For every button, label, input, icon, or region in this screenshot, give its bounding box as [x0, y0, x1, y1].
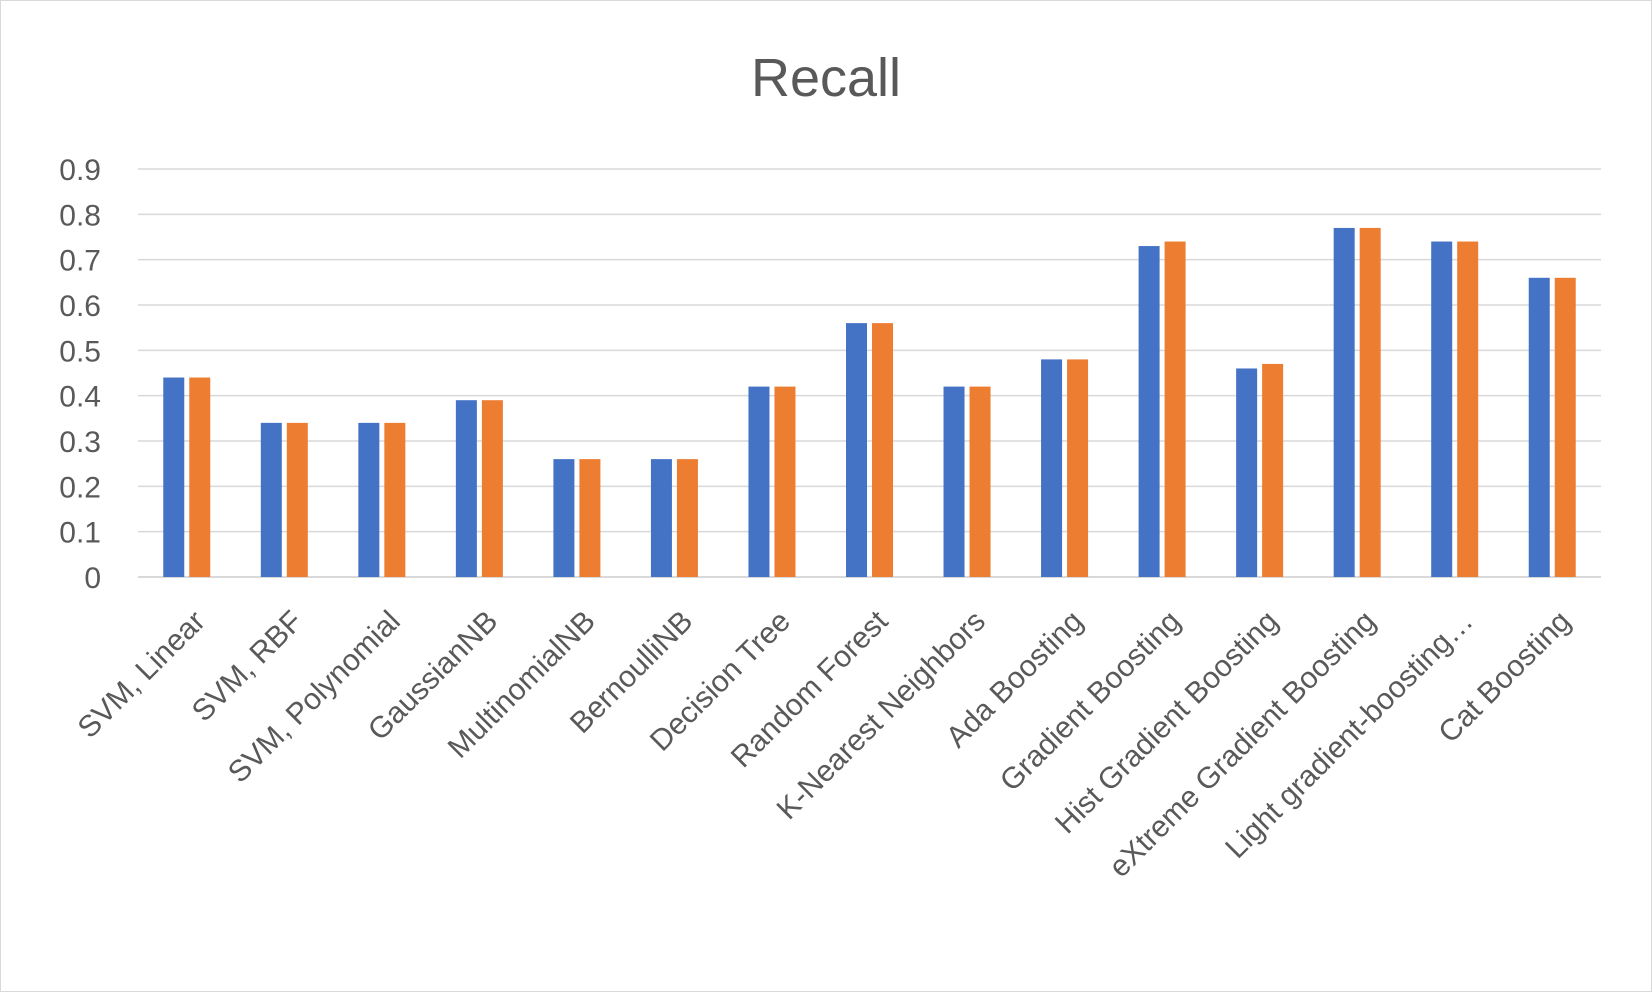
bar-series-1	[1236, 368, 1258, 577]
bar-series-2	[481, 400, 503, 577]
bar-series-1	[455, 400, 477, 577]
bar-series-1	[846, 323, 867, 577]
bar-series-1	[1138, 246, 1160, 578]
bar-series-2	[384, 422, 406, 577]
gridlines	[138, 168, 1601, 578]
y-tick-label: 0.1	[59, 517, 101, 550]
bar-series-1	[1431, 241, 1453, 578]
bar-series-1	[163, 377, 185, 577]
bar-series-2	[774, 386, 796, 577]
y-tick-label: 0	[84, 562, 101, 595]
y-tick-label: 0.8	[59, 199, 101, 232]
bar-series-1	[358, 422, 380, 577]
bar-series-2	[1262, 363, 1284, 577]
bar-series-2	[1554, 277, 1576, 577]
chart-title: Recall	[751, 48, 901, 108]
bar-series-1	[1041, 359, 1063, 577]
bar-series-2	[1457, 241, 1479, 578]
y-tick-label: 0.2	[59, 471, 101, 504]
bar-series-2	[969, 386, 991, 577]
x-category-label: SVM, Linear	[72, 605, 212, 745]
bar-series-1	[650, 459, 672, 577]
y-tick-label: 0.5	[59, 335, 101, 368]
bar-series-1	[1333, 227, 1355, 577]
y-tick-label: 0.3	[59, 426, 101, 459]
y-axis-tick-labels: 0 0.1 0.2 0.3 0.4 0.5 0.6 0.7 0.8 0.9	[59, 154, 101, 595]
bar-series-2	[872, 323, 893, 577]
bar-series-1	[1528, 277, 1550, 577]
bar-series-2	[1164, 241, 1186, 578]
bar-series-2	[1067, 359, 1089, 577]
bar-series-2	[676, 459, 698, 577]
bar-series-2	[286, 422, 308, 577]
bar-series-1	[943, 386, 965, 577]
bar-series-1	[260, 422, 282, 577]
y-tick-label: 0.6	[59, 290, 101, 323]
bar-series-2	[579, 459, 601, 577]
y-tick-label: 0.4	[59, 381, 101, 414]
x-category-label: Gradient Boosting	[994, 605, 1187, 798]
bar-series-2	[1359, 227, 1381, 577]
bar-series-1	[553, 459, 575, 577]
bars	[163, 227, 1576, 578]
bar-series-2	[189, 377, 211, 577]
bar-series-1	[748, 386, 770, 577]
x-category-label: SVM, Polynomial	[222, 605, 407, 790]
y-tick-label: 0.9	[59, 154, 101, 187]
y-tick-label: 0.7	[59, 245, 101, 278]
